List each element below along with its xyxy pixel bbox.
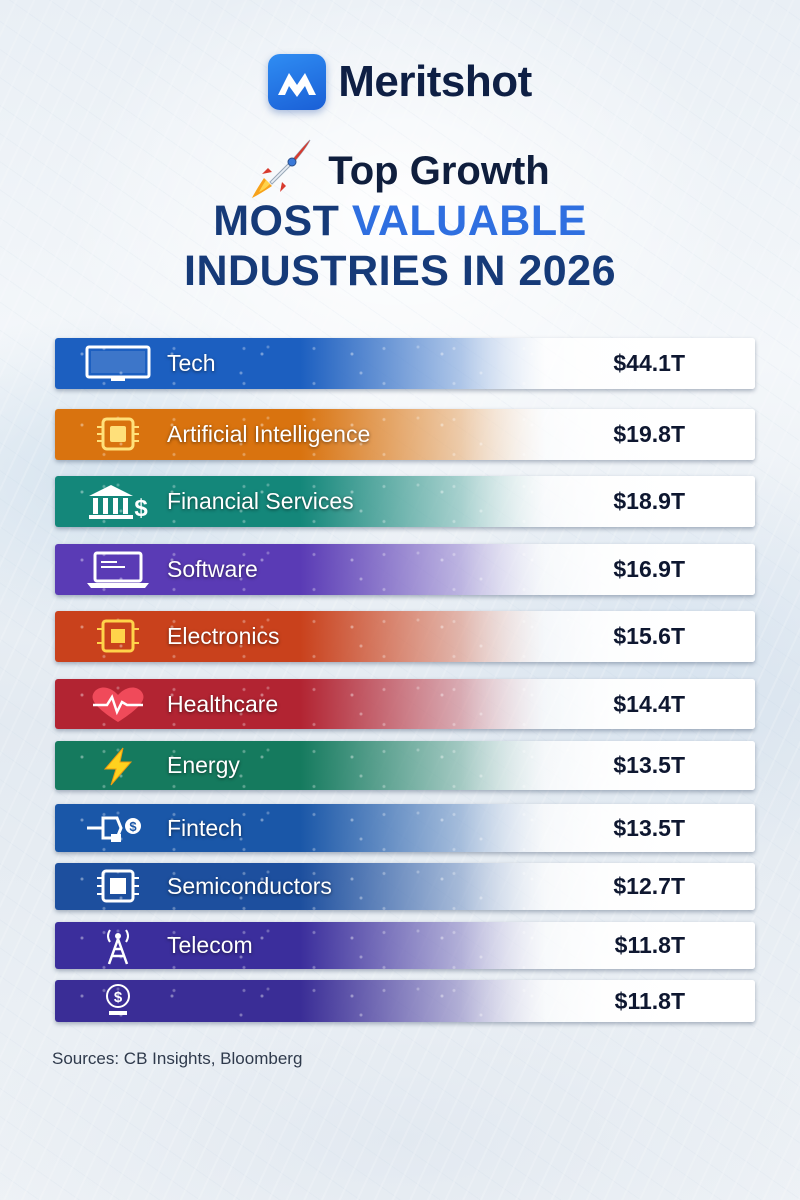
bar-value-label: $12.7T	[613, 873, 685, 899]
bar-label: Semiconductors	[167, 873, 332, 899]
title-valuable: VALUABLE	[351, 197, 587, 245]
svg-text:$: $	[129, 819, 137, 834]
bar-label: Fintech	[167, 814, 243, 841]
bar-value-label: $11.8T	[614, 932, 685, 958]
bar-value-label: $16.9T	[613, 556, 685, 582]
svg-text:$: $	[134, 495, 148, 522]
title-most: MOST	[213, 197, 352, 245]
monitor-icon	[83, 344, 153, 384]
plug-icon: $	[83, 808, 153, 848]
bar: Healthcare $14.4T	[55, 679, 755, 729]
brand-name: Meritshot	[338, 57, 532, 106]
bar-label: Financial Services	[167, 488, 354, 514]
bar: Tech $44.1T	[55, 338, 755, 389]
antenna-icon	[83, 926, 153, 966]
bar-value-label: $18.9T	[613, 488, 685, 514]
circuit-chip-icon	[83, 617, 153, 657]
brand-header: Meritshot	[0, 52, 800, 112]
bar-value-label: $44.1T	[613, 350, 685, 376]
svg-text:$: $	[114, 989, 123, 1006]
bar-label: Energy	[167, 752, 240, 778]
laptop-icon	[83, 550, 153, 590]
lightning-icon	[83, 746, 153, 786]
bar-value-label: $13.5T	[613, 752, 685, 778]
bar-value-label: $11.8T	[614, 987, 685, 1014]
heart-pulse-icon	[83, 684, 153, 724]
processor-icon	[83, 867, 153, 907]
bar-label: Healthcare	[167, 690, 279, 717]
meritshot-logo-icon	[268, 54, 327, 110]
bar-value-label: $15.6T	[613, 623, 685, 649]
bar-value-label: $13.5T	[613, 814, 685, 841]
bar-label: Tech	[167, 350, 216, 376]
bar: Semiconductors $12.7T	[55, 863, 755, 910]
dollar-satellite-icon: $	[83, 981, 153, 1021]
rocket-icon	[250, 138, 314, 204]
title-line-1: MOST VALUABLE	[0, 196, 800, 246]
bar: $ Fintech $13.5T	[55, 804, 755, 852]
ai-chip-icon	[83, 415, 153, 455]
tagline-text: Top Growth	[328, 148, 550, 193]
bar: Artificial Intelligence $19.8T	[55, 409, 755, 460]
bar-label: Telecom	[167, 932, 253, 958]
bar-value-label: $14.4T	[613, 690, 685, 717]
bank-dollar-icon: $	[83, 482, 153, 522]
bar: Energy $13.5T	[55, 741, 755, 790]
bar: Software $16.9T	[55, 544, 755, 595]
bar-value-label: $19.8T	[613, 421, 685, 447]
title-line-2: INDUSTRIES IN 2026	[184, 247, 616, 295]
tagline: Top Growth	[0, 138, 800, 204]
bar: Electronics $15.6T	[55, 611, 755, 662]
bar: $ $11.8T	[55, 980, 755, 1022]
bar-label: Software	[167, 556, 258, 582]
sources-note: Sources: CB Insights, Bloomberg	[52, 1049, 303, 1068]
bar: Telecom $11.8T	[55, 922, 755, 969]
page-title: MOST VALUABLE INDUSTRIES IN 2026	[0, 196, 800, 296]
bar-label: Electronics	[167, 623, 280, 649]
bar-label: Artificial Intelligence	[167, 421, 371, 447]
bar: $ Financial Services $18.9T	[55, 476, 755, 527]
